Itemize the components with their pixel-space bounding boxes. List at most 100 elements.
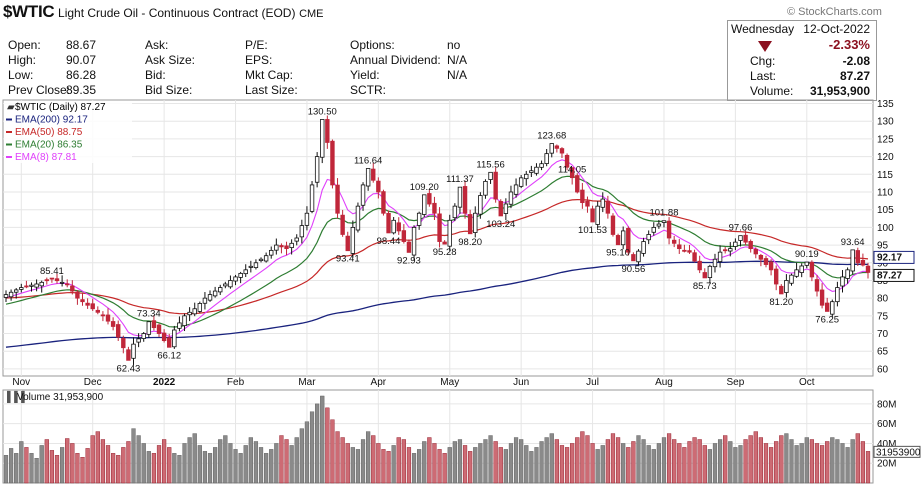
volume-bar xyxy=(391,445,396,484)
volume-bar xyxy=(723,435,728,484)
chart-title: $WTIC Light Crude Oil - Continuous Contr… xyxy=(3,2,324,22)
volume-bar xyxy=(539,441,544,484)
volume-bar xyxy=(789,439,794,484)
quote-label: High: xyxy=(8,53,37,67)
candle-body xyxy=(202,297,208,304)
candle-body xyxy=(819,289,825,306)
candle-body xyxy=(116,324,121,338)
candle-body xyxy=(641,241,646,254)
volume-bar xyxy=(60,447,65,484)
volume-tick-label: 40M xyxy=(877,439,896,450)
volume-bar xyxy=(666,433,672,484)
price-tick-label: 70 xyxy=(877,329,889,340)
month-label: May xyxy=(440,377,459,388)
price-annotation: 95.28 xyxy=(433,247,457,258)
price-annotation: 111.37 xyxy=(446,174,474,185)
volume-bar xyxy=(473,447,478,484)
price-tick-label: 95 xyxy=(877,241,889,252)
volume-bar xyxy=(202,451,208,484)
volume-bar xyxy=(585,435,590,484)
volume-bar xyxy=(279,435,284,484)
candle-body xyxy=(243,269,248,275)
volume-bar xyxy=(243,445,248,484)
candle-body xyxy=(121,338,126,349)
candle-body xyxy=(350,226,356,254)
candle-body xyxy=(156,324,162,334)
volume-bar xyxy=(304,421,310,484)
quote-label: Annual Dividend: xyxy=(350,53,441,67)
candle-body xyxy=(365,168,371,187)
price-tick-label: 135 xyxy=(877,99,894,110)
month-label: Sep xyxy=(726,377,744,388)
volume-bar xyxy=(24,447,29,484)
volume-bar xyxy=(44,439,49,484)
volume-bar xyxy=(610,433,616,484)
volume-bar xyxy=(779,435,784,484)
volume-bar xyxy=(840,443,845,484)
volume-bar xyxy=(371,435,376,484)
volume-bar xyxy=(513,437,519,484)
volume-bar xyxy=(141,443,146,484)
candle-body xyxy=(314,156,320,183)
candle-body xyxy=(524,173,529,180)
candle-body xyxy=(371,168,376,181)
volume-bar xyxy=(299,428,304,484)
candle-body xyxy=(376,180,381,193)
month-label: 2022 xyxy=(153,377,176,388)
volume-bar xyxy=(335,431,340,484)
candle-body xyxy=(671,239,677,244)
candle-body xyxy=(585,200,590,207)
volume-bar xyxy=(253,441,259,484)
candle-body xyxy=(269,249,274,256)
candle-body xyxy=(666,220,672,239)
volume-bar xyxy=(162,439,167,484)
candle-body xyxy=(478,195,483,215)
volume-bar xyxy=(692,437,697,484)
candle-body xyxy=(728,248,733,252)
candle-body xyxy=(136,338,141,343)
volume-bar xyxy=(228,443,233,484)
candle-body xyxy=(539,163,544,168)
candle-body xyxy=(406,241,412,253)
price-annotation: 103.24 xyxy=(486,219,515,230)
candle-body xyxy=(600,198,605,208)
candle-body xyxy=(85,302,90,306)
volume-bar xyxy=(34,458,39,484)
candle-body xyxy=(151,320,157,329)
price-annotation: 93.64 xyxy=(841,237,865,248)
candle-body xyxy=(3,294,9,298)
candle-body xyxy=(549,143,554,154)
candle-body xyxy=(503,203,509,214)
month-label: Mar xyxy=(298,377,316,388)
volume-bar xyxy=(478,443,483,484)
price-annotation: 98.44 xyxy=(377,236,401,247)
candle-body xyxy=(748,241,753,250)
volume-bar xyxy=(488,435,493,484)
volume-bar xyxy=(376,443,381,484)
price-annotation: 90.56 xyxy=(621,264,645,275)
volume-bar xyxy=(462,445,468,484)
volume-bar xyxy=(830,437,835,484)
candle-body xyxy=(330,140,335,186)
volume-bar xyxy=(366,431,371,484)
candle-body xyxy=(865,265,871,273)
volume-bar xyxy=(187,437,192,484)
legend-bg xyxy=(4,101,132,163)
volume-bar xyxy=(111,453,116,484)
volume-bar xyxy=(105,445,111,484)
volume-bar xyxy=(406,447,412,484)
volume-bar xyxy=(544,437,549,484)
volume-bar xyxy=(850,439,855,484)
candle-body xyxy=(794,269,799,277)
candle-body xyxy=(233,276,238,282)
volume-bar xyxy=(396,437,401,484)
candle-body xyxy=(498,201,503,217)
volume-bar xyxy=(860,441,865,484)
volume-bar xyxy=(799,443,804,484)
volume-bar xyxy=(855,433,860,484)
volume-bar xyxy=(743,439,748,484)
price-tick-label: 75 xyxy=(877,311,889,322)
volume-bar xyxy=(559,445,565,484)
volume-bar xyxy=(626,447,631,484)
candle-body xyxy=(192,308,197,315)
